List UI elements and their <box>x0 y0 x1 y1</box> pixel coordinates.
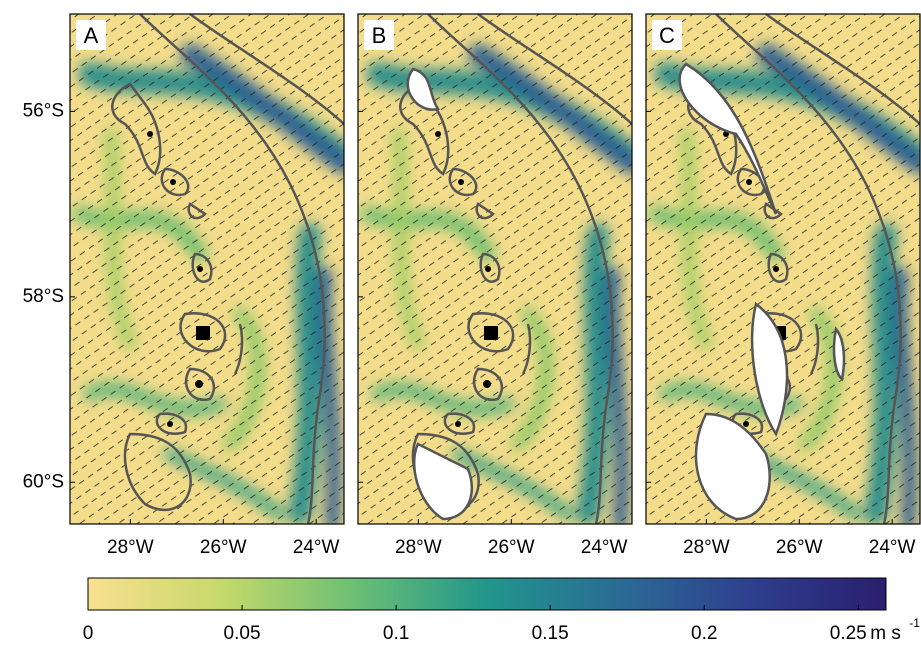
panel-label-box <box>76 20 106 50</box>
x-tick-label: 26°W <box>776 537 823 558</box>
x-tick-label: 26°W <box>488 537 535 558</box>
y-tick-label: 60°S <box>23 471 64 492</box>
map-panel <box>358 14 632 524</box>
panel-label: C <box>659 23 675 48</box>
masked-region <box>678 62 778 215</box>
x-tick-label: 26°W <box>200 537 247 558</box>
colorbar-unit: m s <box>870 623 901 644</box>
x-tick-label: 24°W <box>869 537 916 558</box>
map-field <box>358 14 632 524</box>
y-tick-label: 58°S <box>23 286 64 307</box>
panel-frame <box>645 13 921 525</box>
colorbar-tick-label: 0.2 <box>691 623 717 644</box>
colorbar-unit-exponent: -1 <box>909 616 920 630</box>
colorbar-tick-label: 0.1 <box>383 623 409 644</box>
x-tick-label: 28°W <box>395 537 442 558</box>
x-tick-label: 28°W <box>683 537 730 558</box>
y-tick-label: 56°S <box>23 100 64 121</box>
panel-label: A <box>84 23 99 48</box>
panel-label-box <box>364 20 394 50</box>
colorbar-tick-label: 0.15 <box>532 623 569 644</box>
masked-region <box>406 67 441 111</box>
colorbar-tick-label: 0.05 <box>224 623 261 644</box>
panel-label-box <box>652 20 682 50</box>
panel-label: B <box>372 23 387 48</box>
map-panel <box>70 14 344 524</box>
masked-region <box>750 301 789 437</box>
map-field <box>70 14 344 524</box>
colorbar-tick-label: 0.25 <box>830 623 867 644</box>
panel-frame <box>357 13 633 525</box>
colorbar <box>87 577 887 611</box>
colorbar-tick-label: 0 <box>83 623 94 644</box>
panel-frame <box>69 13 345 525</box>
x-tick-label: 24°W <box>293 537 340 558</box>
masked-region <box>413 442 474 521</box>
x-tick-label: 28°W <box>107 537 154 558</box>
x-tick-label: 24°W <box>581 537 628 558</box>
masked-region <box>694 412 771 521</box>
map-panel <box>646 14 920 524</box>
masked-region <box>832 326 846 382</box>
